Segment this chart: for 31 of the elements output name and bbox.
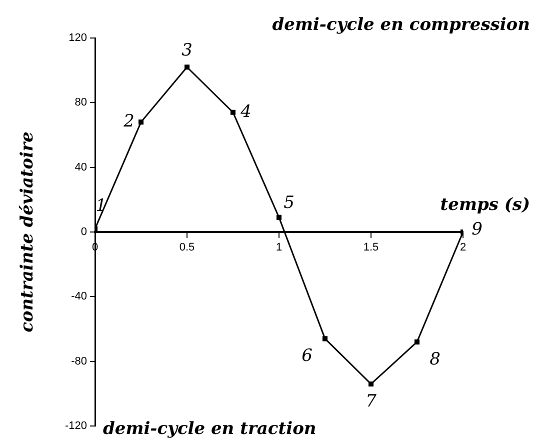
y-axis-title: contrainte déviatoire bbox=[17, 131, 38, 332]
x-tick-label: 1 bbox=[276, 242, 282, 254]
point bbox=[414, 339, 420, 344]
y-tick-label: 40 bbox=[74, 161, 88, 174]
annotation: 8 bbox=[430, 349, 441, 370]
y-tick-label: 120 bbox=[68, 32, 88, 44]
annotation: 4 bbox=[240, 102, 252, 122]
chart-title: demi-cycle en compression bbox=[272, 14, 530, 35]
point bbox=[276, 214, 282, 220]
y-tick-label: 80 bbox=[74, 96, 88, 109]
y-tick-label: -80 bbox=[71, 355, 88, 368]
annotation: 3 bbox=[182, 40, 192, 61]
point bbox=[368, 381, 374, 386]
point bbox=[184, 64, 190, 70]
annotation: 1 bbox=[96, 196, 106, 216]
point bbox=[230, 110, 236, 115]
annotation: 5 bbox=[284, 192, 294, 213]
annotation: 6 bbox=[302, 346, 313, 366]
point bbox=[322, 336, 328, 342]
x-tick-label: 2 bbox=[460, 242, 466, 254]
x-tick-label: 0.5 bbox=[179, 242, 195, 254]
annotation: demi-cycle en traction bbox=[103, 418, 316, 439]
annotation: 9 bbox=[472, 219, 483, 240]
annotation: 2 bbox=[122, 111, 134, 132]
y-tick-label: -120 bbox=[64, 420, 88, 432]
point bbox=[138, 120, 144, 125]
annotation: 7 bbox=[366, 391, 377, 412]
x-axis-title: temps (s) bbox=[440, 194, 530, 215]
y-tick-label: -40 bbox=[71, 290, 88, 303]
x-tick-label: 1.5 bbox=[363, 242, 379, 254]
y-tick-label: 0 bbox=[80, 226, 88, 238]
